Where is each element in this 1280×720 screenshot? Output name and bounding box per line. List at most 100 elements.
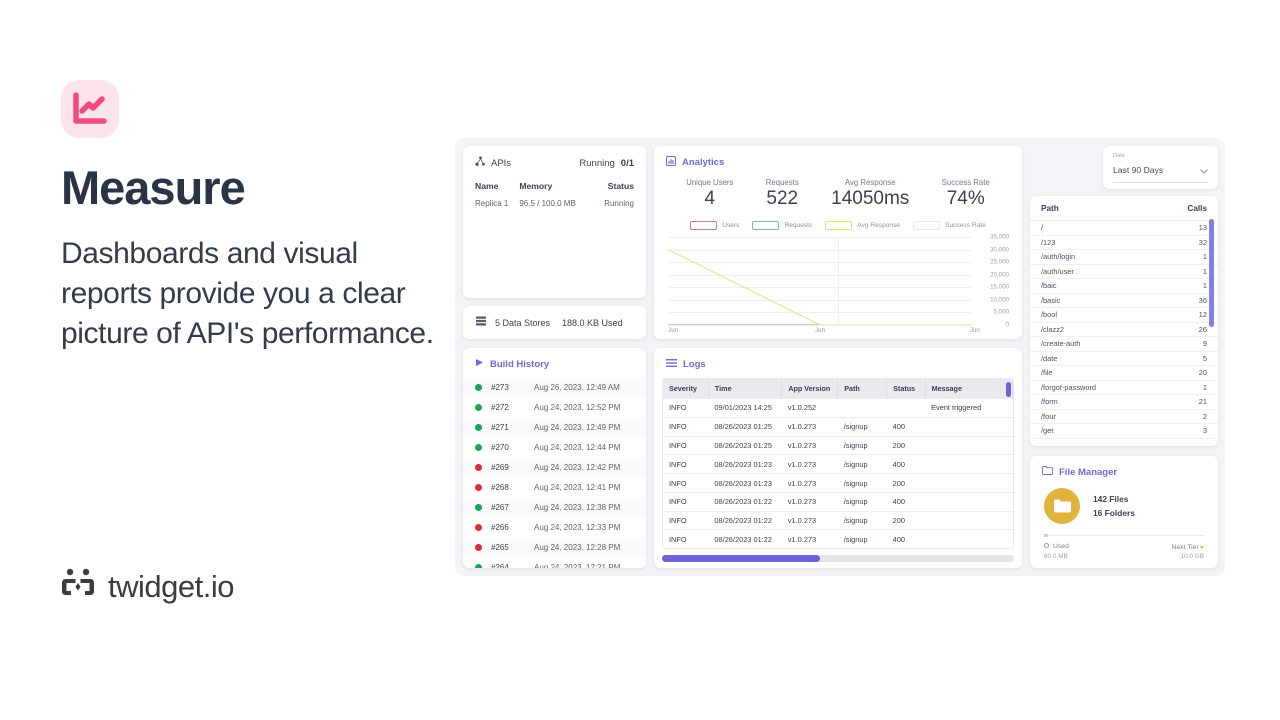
path-row[interactable]: / 13 [1030, 221, 1218, 236]
build-row[interactable]: #268 Aug 24, 2023, 12:41 PM [463, 477, 646, 497]
metric-label: Avg Response [844, 178, 896, 187]
logs-col-time[interactable]: Time [708, 379, 783, 399]
logs-cell-time: 08/26/2023 01:23 [708, 454, 782, 474]
build-row[interactable]: #272 Aug 24, 2023, 12:52 PM [463, 397, 646, 417]
build-date: Aug 24, 2023, 12:28 PM [534, 542, 621, 552]
build-date: Aug 24, 2023, 12:33 PM [534, 522, 621, 532]
next-tier-label[interactable]: Next Tier ▸ [1171, 544, 1204, 551]
marketing-column: Measure Dashboards and visual reports pr… [61, 80, 441, 354]
logs-cell-message: Event triggered [925, 398, 1013, 418]
path-calls: 1 [1202, 281, 1207, 291]
date-filter-select[interactable]: Last 90 Days [1113, 161, 1208, 183]
path-row[interactable]: /date 5 [1030, 352, 1218, 366]
logs-cell-severity: INFO [663, 398, 709, 418]
build-status-dot [475, 563, 482, 568]
path-row[interactable]: /auth/user 1 [1030, 265, 1218, 279]
path-row[interactable]: /basic 36 [1030, 294, 1218, 308]
logs-cell-message [925, 435, 1013, 455]
table-row[interactable]: INFO 08/26/2023 01:23 v1.0.273/signup 200 [663, 473, 1013, 493]
build-row[interactable]: #270 Aug 24, 2023, 12:44 PM [463, 437, 646, 457]
next-tier-value: 10.0 GB [1180, 553, 1204, 560]
path-row[interactable]: /get 3 [1030, 424, 1218, 439]
table-row[interactable]: INFO 08/26/2023 01:22 v1.0.273/signup 400 [663, 529, 1013, 549]
build-date: Aug 26, 2023, 12:49 AM [534, 382, 620, 392]
logs-cell-status: 200 [886, 473, 926, 493]
path-row[interactable]: /auth/login 1 [1030, 250, 1218, 265]
logs-col-path[interactable]: Path [837, 379, 888, 399]
path-value: /file [1041, 368, 1053, 378]
logs-col-app-version[interactable]: App Version [781, 379, 839, 399]
path-calls: 9 [1202, 339, 1207, 349]
build-row[interactable]: #266 Aug 24, 2023, 12:33 PM [463, 517, 646, 537]
logs-col-message[interactable]: Message [925, 379, 1013, 399]
logs-cell-time: 08/26/2023 01:22 [708, 491, 782, 512]
table-row[interactable]: INFO 08/26/2023 01:25 v1.0.273/signup 200 [663, 435, 1013, 455]
build-row[interactable]: #267 Aug 24, 2023, 12:38 PM [463, 497, 646, 517]
metric-avg-response: Avg Response 14050ms [831, 178, 909, 210]
col-path: Path [1041, 204, 1059, 213]
path-value: /forgot-password [1041, 382, 1097, 392]
logs-cell-app-version: v1.0.273 [781, 529, 838, 549]
path-row[interactable]: /bool 12 [1030, 308, 1218, 323]
legend-label: Avg Response [857, 222, 901, 229]
logs-cell-time: 08/26/2023 01:22 [708, 510, 782, 530]
build-status-dot [475, 443, 482, 451]
table-row[interactable]: INFO 08/26/2023 01:23 v1.0.273/signup 400 [663, 454, 1013, 474]
legend-item[interactable]: Success Rate [913, 221, 986, 230]
path-row[interactable]: /file 20 [1030, 366, 1218, 381]
table-row[interactable]: Replica 1 96.5 / 100.0 MB Running [475, 199, 634, 208]
path-value: /create-auth [1041, 339, 1081, 349]
analytics-header: Analytics [654, 146, 1022, 176]
path-value: /auth/user [1041, 266, 1074, 276]
date-filter-card[interactable]: Date Last 90 Days [1103, 146, 1218, 189]
path-row[interactable]: /four 2 [1030, 410, 1218, 424]
path-row[interactable]: /forgot-password 1 [1030, 381, 1218, 395]
path-row[interactable]: /baic 1 [1030, 279, 1218, 294]
logs-horizontal-scrollbar-track[interactable] [662, 555, 1014, 563]
path-value: /get [1041, 426, 1054, 436]
path-value: /date [1041, 353, 1058, 363]
data-stores-card[interactable]: 5 Data Stores 188.0 KB Used [463, 306, 646, 339]
logs-cell-status [886, 398, 926, 418]
build-row[interactable]: #273 Aug 26, 2023, 12:49 AM [463, 377, 646, 397]
logs-cell-status: 400 [886, 529, 926, 549]
build-row[interactable]: #264 Aug 24, 2023, 12:21 PM [463, 557, 646, 568]
build-row[interactable]: #271 Aug 24, 2023, 12:49 PM [463, 417, 646, 437]
legend-item[interactable]: Users [690, 221, 739, 230]
chart-legend: Users Requests Avg Response Success Rate [654, 221, 1022, 230]
logs-vertical-scrollbar[interactable] [1006, 382, 1011, 397]
legend-item[interactable]: Avg Response [825, 221, 900, 230]
build-row[interactable]: #269 Aug 24, 2023, 12:42 PM [463, 457, 646, 477]
chevron-down-icon[interactable] [1200, 161, 1208, 179]
paths-scrollbar[interactable] [1209, 219, 1214, 327]
chart-gridline [668, 237, 972, 238]
build-row[interactable]: #265 Aug 24, 2023, 12:28 PM [463, 537, 646, 557]
metric-value: 4 [704, 188, 716, 209]
path-row[interactable]: /123 32 [1030, 236, 1218, 250]
table-row[interactable]: INFO 08/26/2023 01:25 v1.0.273/signup 400 [663, 416, 1013, 437]
logs-horizontal-scrollbar-thumb[interactable] [662, 555, 821, 563]
database-stack-icon [475, 314, 487, 332]
logs-cell-status: 400 [886, 454, 926, 474]
path-row[interactable]: /create-auth 9 [1030, 337, 1218, 352]
col-memory: Memory [519, 181, 553, 191]
folder-icon [1042, 466, 1053, 478]
logs-cell-app-version: v1.0.273 [781, 473, 838, 493]
logs-col-status[interactable]: Status [886, 379, 926, 399]
build-history-title: Build History [490, 358, 550, 370]
legend-item[interactable]: Requests [752, 221, 812, 230]
running-label: Running [579, 157, 615, 169]
path-row[interactable]: /clazz2 26 [1030, 323, 1218, 337]
table-row[interactable]: INFO 08/26/2023 01:22 v1.0.273/signup 400 [663, 491, 1013, 512]
x-axis-tick: Jun [668, 327, 679, 334]
apis-table: Name Memory Status Replica 1 96.5 / 100.… [463, 181, 646, 208]
chevron-right-icon: ▸ [1200, 544, 1204, 551]
logs-cell-message [925, 416, 1013, 437]
path-value: /auth/login [1041, 252, 1076, 262]
table-row[interactable]: INFO 08/26/2023 01:22 v1.0.273/signup 200 [663, 510, 1013, 530]
logs-col-severity[interactable]: Severity [663, 379, 709, 399]
path-row[interactable]: /form 21 [1030, 395, 1218, 410]
y-axis-tick: 5,000 [993, 308, 1009, 316]
table-row[interactable]: INFO 09/01/2023 14:25 v1.0.252 Event trigge… [663, 398, 1013, 418]
build-date: Aug 24, 2023, 12:41 PM [534, 482, 621, 492]
